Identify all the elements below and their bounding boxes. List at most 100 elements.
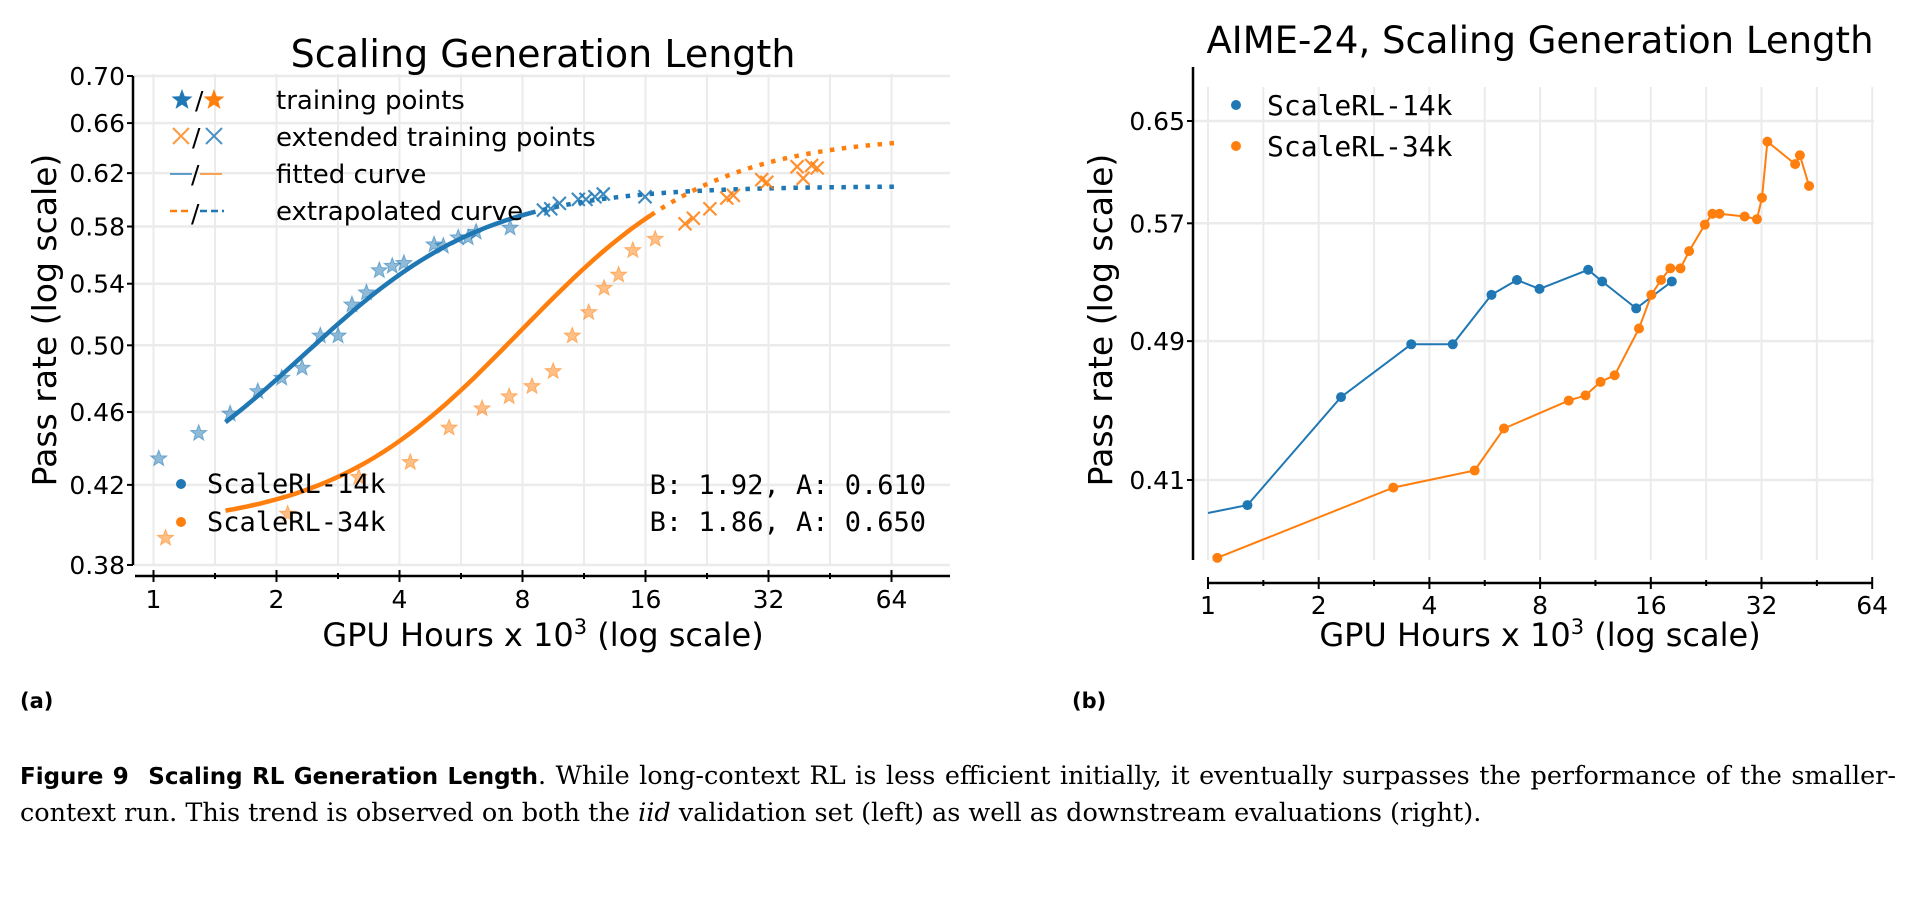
x-tick-label: 4 [392, 585, 408, 614]
data-point [1631, 303, 1642, 314]
data-point [1656, 274, 1667, 285]
training-point-star [278, 504, 298, 523]
y-axis-label: Pass rate (log scale) [25, 154, 64, 487]
slash: / [191, 199, 200, 228]
y-tick-label: 0.42 [69, 471, 125, 500]
y-tick-label: 0.65 [1129, 107, 1185, 136]
y-tick-label: 0.57 [1129, 209, 1185, 238]
gridlines [133, 74, 950, 567]
x-tick-label: 32 [1746, 591, 1778, 620]
caption-text: . While long-context RL is less efficien… [20, 761, 1896, 828]
star-icon [203, 89, 225, 109]
slash: / [192, 123, 201, 152]
training-point-star [400, 452, 420, 471]
training-point-star [272, 368, 292, 387]
extended-point-x [726, 188, 741, 203]
chart-aime24: 0.41 0.49 0.57 0.65 1 2 4 8 16 32 64 AIME-24, Scal… [1081, 19, 1888, 654]
axes: 0.41 0.49 0.57 0.65 1 2 4 8 16 32 64 [1129, 67, 1888, 620]
series-legend: ScaleRL-14k ScaleRL-34k [176, 469, 386, 538]
axis-label-text: GPU Hours x 10 [322, 616, 573, 654]
series-legend: ScaleRL-14k ScaleRL-34k [1231, 89, 1453, 163]
data-point [1751, 214, 1762, 225]
x-tick-label: 32 [753, 585, 785, 614]
training-point-star [424, 234, 444, 253]
figure: 0.38 0.42 0.46 0.50 0.54 0.58 0.62 0.66 0.70 1 2 4 8… [25, 19, 1888, 654]
y-tick-label: 0.41 [1129, 466, 1185, 495]
training-point-star [394, 253, 414, 272]
data-point [1756, 192, 1767, 203]
extrapolated-curve-ScaleRL-34k [649, 140, 898, 217]
legend-label: extrapolated curve [276, 197, 523, 227]
extended-point-x [595, 186, 611, 202]
legend-dot-icon [1231, 100, 1241, 110]
data-point [1665, 263, 1676, 274]
legend-entry: / extrapolated curve [170, 197, 523, 228]
training-point-star [382, 256, 402, 275]
x-axis-label: GPU Hours x 103 (log scale) [322, 615, 763, 654]
extended-point-x [759, 174, 775, 190]
data-point [1804, 180, 1815, 191]
fit-annotation: B: 1.86, A: 0.650 [650, 507, 926, 538]
training-point-star [562, 325, 582, 344]
x-marker-icon [172, 127, 190, 145]
data-point [1609, 370, 1620, 381]
extended-point-x [543, 201, 559, 217]
chart-title: AIME-24, Scaling Generation Length [1206, 19, 1873, 62]
data-point [1597, 276, 1608, 287]
legend-entry: / fitted curve [170, 160, 426, 190]
marker-legend: / training points / extended training point… [170, 86, 596, 228]
x-tick-label: 1 [1200, 591, 1216, 620]
extended-point-x [578, 192, 594, 207]
y-tick-label: 0.38 [69, 551, 125, 580]
training-point-star [310, 325, 330, 344]
caption-figure-number: Figure 9 [20, 764, 129, 790]
series-line-ScaleRL-14k [1207, 268, 1673, 514]
legend-label: training points [276, 86, 465, 116]
data-point [1580, 390, 1591, 401]
legend-label: ScaleRL-34k [1267, 130, 1453, 163]
training-point-star [522, 376, 542, 395]
slash: / [191, 160, 200, 189]
data-point [1684, 246, 1695, 257]
extended-point-x [677, 216, 693, 232]
legend-entry: / training points [171, 86, 465, 116]
data-point [1583, 264, 1594, 275]
fitted-curve-ScaleRL-14k [224, 210, 532, 424]
x-tick-label: 8 [1532, 591, 1548, 620]
x-marker-icon [205, 127, 223, 145]
data-point [1714, 208, 1725, 219]
legend-label: ScaleRL-14k [207, 469, 386, 500]
extended-point-x [795, 171, 811, 186]
data-point [1699, 219, 1710, 230]
training-point-star [292, 358, 312, 377]
x-tick-label: 8 [515, 585, 531, 614]
training-point-star [466, 222, 486, 241]
x-tick-label: 1 [146, 585, 162, 614]
fitted-curve-ScaleRL-34k [225, 213, 653, 513]
training-point-star [623, 240, 643, 259]
x-tick-label: 64 [876, 585, 908, 614]
training-point-star [248, 381, 268, 400]
figure-caption: Figure 9 Scaling RL Generation Length. W… [20, 758, 1896, 831]
data-point [1633, 323, 1644, 334]
y-tick-label: 0.62 [69, 159, 125, 188]
extended-point-x [587, 189, 603, 204]
data-point [1707, 208, 1718, 219]
data-point [1739, 211, 1750, 222]
x-tick-label: 2 [269, 585, 285, 614]
data-point [1498, 423, 1509, 434]
y-tick-label: 0.70 [69, 62, 125, 91]
y-tick-label: 0.49 [1129, 327, 1185, 356]
y-tick-label: 0.50 [69, 331, 125, 360]
training-point-star [579, 302, 599, 321]
x-tick-label: 64 [1856, 591, 1888, 620]
data-point [1388, 482, 1399, 493]
data-point [1675, 263, 1686, 274]
data-points [1212, 136, 1815, 563]
axis-label-text: GPU Hours x 10 [1319, 616, 1570, 654]
extended-point-x [702, 201, 718, 217]
training-point-star [328, 325, 348, 344]
data-point [1511, 274, 1522, 285]
y-tick-label: 0.46 [69, 398, 125, 427]
training-point-star [500, 217, 520, 236]
